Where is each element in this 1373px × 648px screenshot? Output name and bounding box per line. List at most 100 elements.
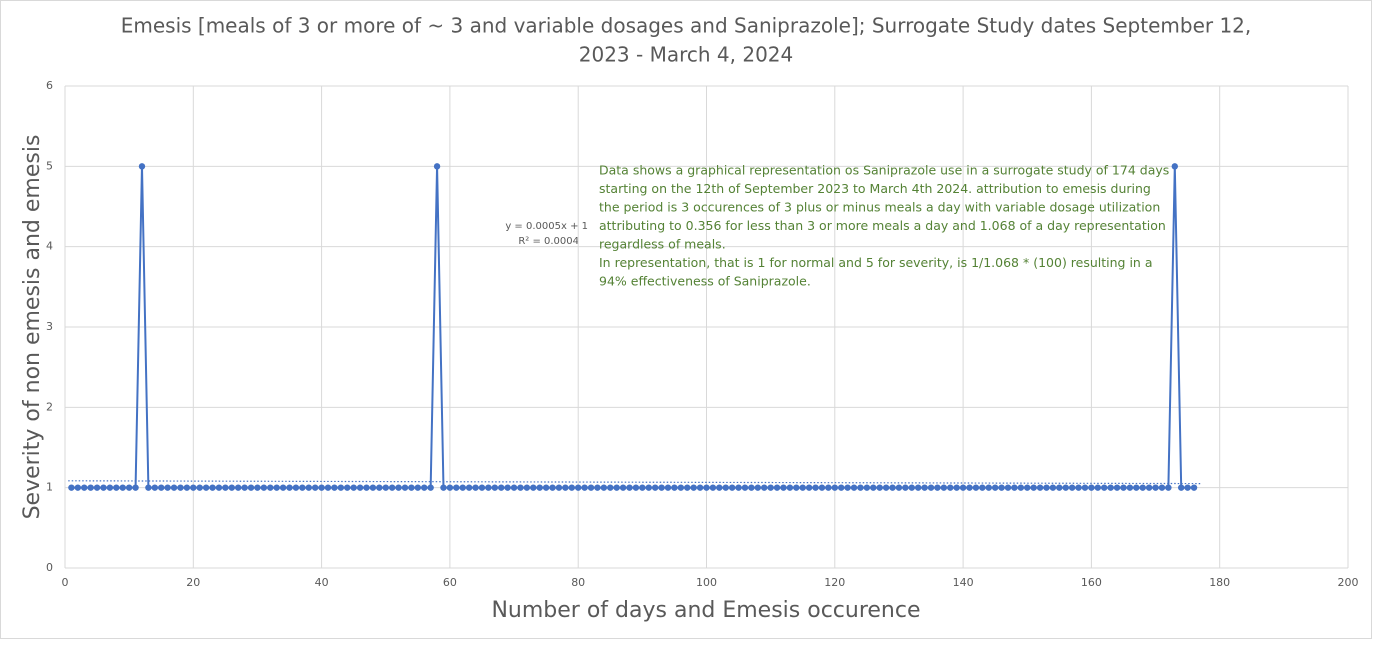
x-tick-label: 80 bbox=[571, 576, 585, 589]
data-point bbox=[626, 484, 633, 491]
data-point bbox=[985, 484, 992, 491]
data-point bbox=[1036, 484, 1044, 491]
data-point bbox=[453, 484, 460, 491]
data-point bbox=[151, 484, 159, 491]
data-point bbox=[395, 484, 402, 491]
data-point bbox=[741, 484, 749, 491]
data-point bbox=[921, 484, 928, 491]
data-point bbox=[581, 484, 588, 491]
data-point bbox=[857, 484, 864, 491]
data-point bbox=[106, 484, 114, 491]
data-point bbox=[510, 484, 518, 491]
data-point bbox=[132, 484, 139, 491]
data-point bbox=[440, 484, 447, 491]
data-point bbox=[421, 484, 428, 491]
data-point bbox=[722, 484, 729, 491]
data-point bbox=[902, 484, 909, 491]
data-point bbox=[292, 484, 300, 491]
data-point bbox=[273, 484, 280, 491]
data-point bbox=[754, 484, 762, 491]
data-point bbox=[607, 484, 614, 491]
data-point bbox=[863, 484, 871, 491]
data-point bbox=[68, 484, 75, 491]
data-point bbox=[158, 484, 165, 491]
trendline-r-squared: R² = 0.0004 bbox=[518, 236, 579, 247]
x-tick-label: 100 bbox=[696, 576, 717, 589]
data-point bbox=[93, 484, 101, 491]
data-point bbox=[728, 484, 736, 491]
data-point bbox=[100, 484, 107, 491]
data-point bbox=[1107, 484, 1114, 491]
data-point bbox=[446, 484, 454, 491]
data-point bbox=[876, 484, 883, 491]
data-point bbox=[235, 484, 242, 491]
data-point bbox=[716, 484, 723, 491]
chart-title: 2023 - March 4, 2024 bbox=[579, 43, 794, 67]
data-point bbox=[972, 484, 980, 491]
annotation: In representation, that is 1 for normal … bbox=[599, 255, 1153, 270]
data-point bbox=[138, 163, 146, 170]
x-tick-label: 60 bbox=[443, 576, 457, 589]
data-point bbox=[1190, 484, 1198, 491]
y-tick-label: 6 bbox=[46, 79, 53, 92]
data-point bbox=[498, 484, 505, 491]
y-tick-label: 3 bbox=[46, 320, 53, 333]
y-tick-label: 5 bbox=[46, 159, 53, 172]
data-point bbox=[1011, 484, 1018, 491]
data-point bbox=[472, 484, 479, 491]
annotation: attributing to 0.356 for less than 3 or … bbox=[599, 218, 1166, 233]
data-point bbox=[562, 484, 569, 491]
data-point bbox=[780, 484, 787, 491]
data-point bbox=[247, 484, 255, 491]
data-point bbox=[1068, 484, 1076, 491]
data-point bbox=[485, 484, 492, 491]
data-point bbox=[414, 484, 422, 491]
data-point bbox=[125, 484, 133, 491]
data-point bbox=[1133, 484, 1140, 491]
data-point bbox=[850, 484, 858, 491]
data-point bbox=[664, 484, 672, 491]
annotation: the period is 3 occurences of 3 plus or … bbox=[599, 200, 1160, 215]
data-point bbox=[940, 484, 948, 491]
data-point bbox=[1120, 484, 1127, 491]
data-point bbox=[658, 484, 665, 491]
data-point bbox=[286, 484, 293, 491]
y-tick-label: 2 bbox=[46, 400, 53, 413]
x-tick-label: 200 bbox=[1338, 576, 1359, 589]
data-point bbox=[805, 484, 813, 491]
data-point bbox=[164, 484, 171, 491]
data-point bbox=[1126, 484, 1134, 491]
y-tick-label: 4 bbox=[46, 240, 53, 253]
annotation: 94% effectiveness of Saniprazole. bbox=[599, 274, 811, 289]
data-point bbox=[870, 484, 877, 491]
data-point bbox=[684, 484, 691, 491]
data-point bbox=[1101, 484, 1108, 491]
y-tick-label: 0 bbox=[46, 561, 53, 574]
x-tick-label: 0 bbox=[62, 576, 69, 589]
data-point bbox=[709, 484, 717, 491]
data-point bbox=[1049, 484, 1057, 491]
data-point bbox=[1171, 163, 1178, 170]
data-point bbox=[254, 484, 261, 491]
data-point bbox=[190, 484, 197, 491]
data-point bbox=[773, 484, 781, 491]
data-point bbox=[761, 484, 768, 491]
data-point bbox=[979, 484, 986, 491]
data-point bbox=[350, 484, 357, 491]
data-point bbox=[536, 484, 543, 491]
data-point bbox=[465, 484, 473, 491]
data-point bbox=[1004, 484, 1012, 491]
data-point bbox=[81, 484, 88, 491]
data-point bbox=[1062, 484, 1069, 491]
data-point bbox=[908, 484, 915, 491]
data-point bbox=[196, 484, 203, 491]
data-point bbox=[966, 484, 973, 491]
data-point bbox=[433, 163, 441, 170]
chart-title: Emesis [meals of 3 or more of ~ 3 and va… bbox=[121, 14, 1252, 38]
x-tick-label: 120 bbox=[824, 576, 845, 589]
data-point bbox=[914, 484, 922, 491]
x-tick-label: 140 bbox=[953, 576, 974, 589]
data-point bbox=[222, 484, 229, 491]
x-tick-label: 40 bbox=[315, 576, 329, 589]
data-point bbox=[542, 484, 550, 491]
